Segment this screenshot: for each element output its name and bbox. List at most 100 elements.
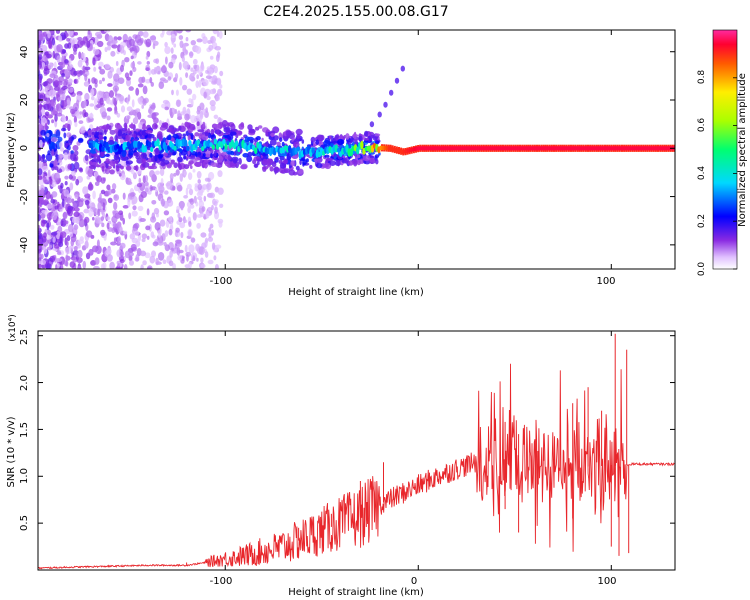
noise-blob <box>73 161 80 170</box>
band-blob <box>177 161 181 169</box>
band-blob <box>218 155 224 163</box>
noise-blob <box>61 116 67 123</box>
noise-blob <box>69 182 74 191</box>
noise-blob <box>58 88 64 95</box>
noise-blob <box>54 205 59 210</box>
signal-trace-cell <box>360 140 364 150</box>
band-blob <box>269 139 277 146</box>
snr-y-tick-label-0.5: 0.5 <box>19 515 30 531</box>
noise-blob <box>185 187 189 196</box>
band-blob <box>309 164 313 169</box>
noise-blob <box>168 228 173 236</box>
noise-blob <box>219 203 224 208</box>
noise-blob <box>101 222 105 228</box>
band-blob <box>108 125 112 131</box>
noise-blob <box>60 231 67 239</box>
noise-blob <box>174 109 178 114</box>
spectrogram-x-tick-label-100: 100 <box>596 276 615 287</box>
noise-blob <box>100 189 106 195</box>
noise-blob <box>56 55 61 63</box>
band-blob <box>356 154 361 159</box>
band-blob <box>104 162 109 169</box>
band-blob <box>194 132 200 137</box>
noise-blob <box>114 87 118 96</box>
band-blob <box>194 162 202 167</box>
noise-blob <box>38 75 42 84</box>
band-blob <box>262 158 268 165</box>
noise-blob <box>100 229 106 236</box>
noise-blob <box>44 123 48 130</box>
noise-blob <box>81 52 86 59</box>
noise-blob <box>132 205 137 211</box>
band-blob <box>368 151 375 155</box>
noise-blob <box>140 191 147 198</box>
noise-blob <box>183 170 187 176</box>
noise-blob <box>162 259 167 265</box>
noise-blob <box>82 65 86 74</box>
noise-blob <box>72 250 79 256</box>
noise-blob <box>129 260 134 266</box>
noise-blob <box>212 30 218 35</box>
noise-blob <box>38 249 42 254</box>
spectrogram-x-tick-label-neg100: -100 <box>210 276 233 287</box>
noise-blob <box>38 66 41 72</box>
noise-blob <box>136 183 143 188</box>
noise-blob <box>90 88 95 97</box>
band-blob <box>109 160 116 167</box>
noise-blob <box>176 184 183 192</box>
signal-trace-cell <box>137 140 141 150</box>
noise-blob <box>114 110 118 115</box>
noise-blob <box>77 59 83 68</box>
noise-blob <box>77 249 83 258</box>
noise-blob <box>127 198 131 208</box>
noise-blob <box>38 30 43 40</box>
band-blob <box>266 140 269 147</box>
band-blob <box>230 123 236 131</box>
noise-blob <box>145 38 152 47</box>
noise-blob <box>67 84 71 90</box>
band-blob <box>133 152 140 157</box>
noise-blob <box>171 33 176 39</box>
noise-blob <box>100 216 105 221</box>
noise-blob <box>183 195 189 199</box>
noise-blob <box>76 257 83 264</box>
noise-blob <box>78 138 84 144</box>
band-blob <box>279 137 283 143</box>
signal-trace-cell <box>296 146 300 152</box>
noise-blob <box>150 231 155 238</box>
band-blob <box>117 165 120 169</box>
noise-blob <box>180 204 183 209</box>
noise-blob <box>217 187 224 195</box>
noise-blob <box>203 91 207 99</box>
noise-blob <box>199 212 205 218</box>
noise-blob <box>45 190 51 200</box>
noise-blob <box>55 258 63 262</box>
band-blob <box>356 159 361 166</box>
noise-blob <box>94 171 99 177</box>
noise-blob <box>84 92 90 102</box>
noise-blob <box>206 95 211 101</box>
noise-blob <box>203 79 209 87</box>
band-blob <box>149 152 153 158</box>
noise-blob <box>69 231 74 238</box>
noise-blob <box>51 119 55 124</box>
noise-blob <box>129 192 136 197</box>
secondary-mode-blob <box>389 89 394 96</box>
noise-blob <box>129 233 135 240</box>
band-blob <box>315 162 323 169</box>
noise-blob <box>74 121 78 128</box>
noise-blob <box>53 61 57 70</box>
band-blob <box>268 135 275 141</box>
noise-blob <box>149 170 155 178</box>
noise-blob <box>39 139 43 148</box>
band-blob <box>224 161 229 167</box>
band-blob <box>210 162 218 167</box>
noise-blob <box>175 169 180 176</box>
noise-blob <box>97 40 104 48</box>
band-blob <box>204 132 209 137</box>
noise-blob <box>208 227 212 233</box>
noise-blob <box>103 234 107 241</box>
noise-blob <box>73 102 79 111</box>
band-blob <box>204 159 210 163</box>
noise-blob <box>58 107 63 115</box>
